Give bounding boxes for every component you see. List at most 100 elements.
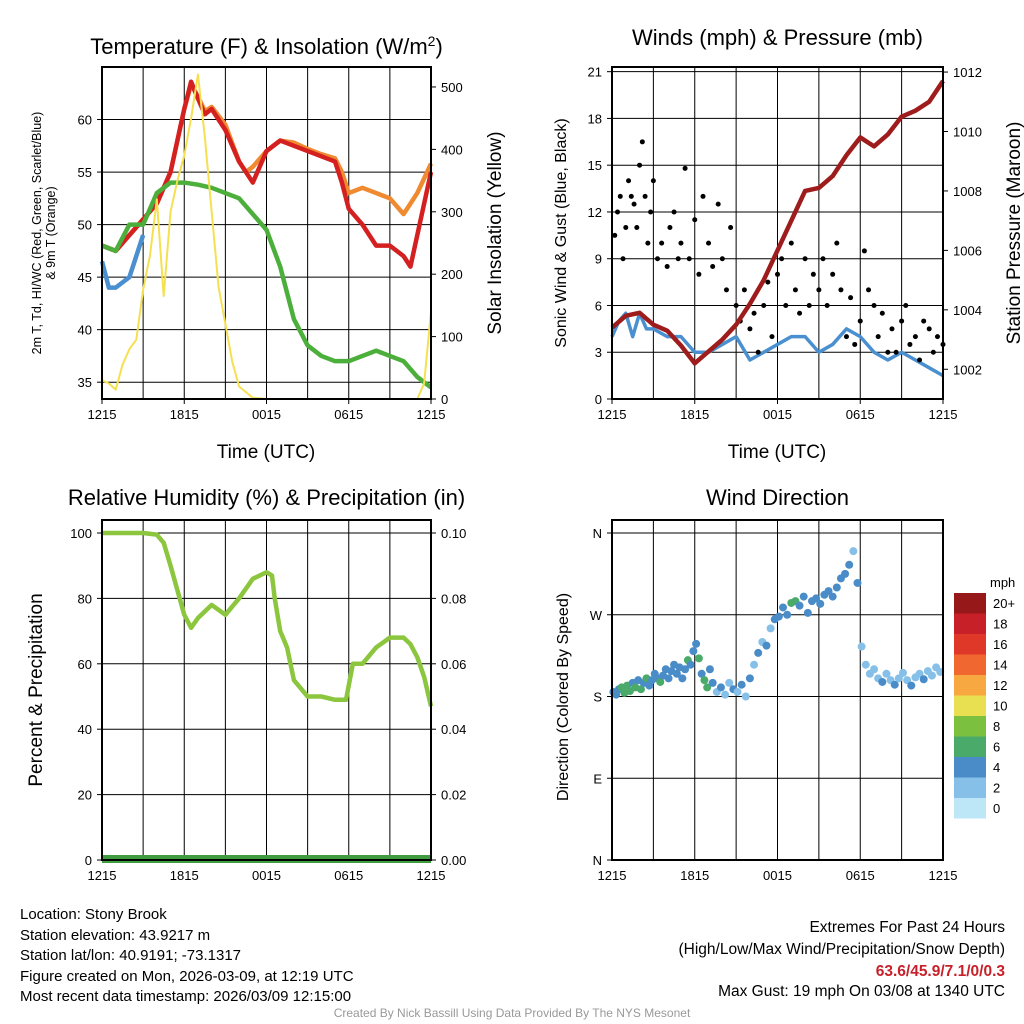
plot-border [101, 66, 432, 400]
y2-tick-label: 0.08 [441, 591, 466, 606]
gust-point [710, 264, 716, 270]
y-tick-label: W [590, 608, 603, 623]
direction-point [672, 669, 681, 678]
x-tick-label: 1215 [598, 407, 627, 422]
gust-point [648, 209, 654, 215]
direction-point [824, 587, 833, 596]
direction-point [816, 599, 825, 608]
gust-point [848, 295, 854, 301]
x-axis-label: Time (UTC) [728, 442, 827, 463]
y-tick-label: 6 [595, 298, 602, 313]
gust-point [755, 349, 761, 355]
direction-point [681, 665, 690, 674]
gust-point [728, 225, 734, 231]
colorbar-swatch [954, 654, 986, 675]
gust-point [824, 302, 830, 308]
direction-point [857, 642, 866, 651]
y2-tick-label: 0.06 [441, 657, 466, 672]
panel-title: Relative Humidity (%) & Precipitation (i… [68, 485, 465, 510]
gust-point [816, 287, 822, 293]
x-tick-label: 0015 [252, 407, 281, 422]
direction-point [903, 676, 912, 685]
recent-timestamp: Most recent data timestamp: 2026/03/09 1… [20, 988, 352, 1005]
y2-axis-label: Station Pressure (Maroon) [1004, 122, 1024, 345]
y-tick-label: 80 [78, 591, 92, 606]
y2-tick-label: 0.10 [441, 526, 466, 541]
colorbar-label: 18 [993, 617, 1007, 632]
y2-tick-label: 0.02 [441, 788, 466, 803]
y2-tick-label: 400 [441, 142, 463, 157]
gust-point [671, 209, 677, 215]
y-axis-label: Direction (Colored By Speed) [555, 593, 572, 801]
gust-point [645, 240, 651, 246]
direction-point [686, 660, 695, 669]
y-tick-label: 3 [595, 345, 602, 360]
x-tick-label: 0615 [334, 868, 363, 883]
series-line [610, 79, 945, 366]
colorbar-swatch [954, 777, 986, 798]
direction-point [861, 660, 870, 669]
direction-point [849, 547, 858, 556]
gust-point [875, 334, 881, 340]
x-tick-label: 1215 [417, 407, 446, 422]
colorbar-swatch [954, 593, 986, 614]
direction-point [894, 674, 903, 683]
extremes-title: Extremes For Past 24 Hours [809, 919, 1005, 936]
y2-axis-label: Solar Insolation (Yellow) [485, 131, 506, 334]
gust-point [686, 256, 692, 262]
colorbar-label: 10 [993, 699, 1007, 714]
x-tick-label: 0015 [763, 868, 792, 883]
gust-point [907, 341, 913, 347]
gust-point [612, 232, 618, 238]
panel-2: 1215 1815 0015 0615 1215 [598, 67, 957, 422]
y2-tick-label: 1012 [953, 65, 982, 80]
direction-point [656, 677, 665, 686]
gust-point [934, 334, 940, 340]
colorbar-swatch [954, 613, 986, 634]
y2-tick-label: 300 [441, 205, 463, 220]
gust-point [783, 302, 789, 308]
direction-point [890, 680, 899, 689]
gust-point [659, 240, 665, 246]
gust-point [788, 240, 794, 246]
colorbar-label: 12 [993, 678, 1007, 693]
direction-point [725, 678, 734, 687]
gust-point [885, 349, 891, 355]
colorbar-label: 20+ [993, 596, 1015, 611]
direction-point [697, 669, 706, 678]
gust-point [921, 318, 927, 324]
panel-title: Temperature (F) & Insolation (W/m2) [90, 33, 443, 59]
gust-point [615, 209, 621, 215]
x-tick-label: 1815 [170, 407, 199, 422]
series-line [101, 79, 434, 269]
elevation: Station elevation: 43.9217 m [20, 926, 211, 944]
colorbar-swatch [954, 634, 986, 655]
colorbar-swatch [954, 675, 986, 696]
y2-tick-label: 1006 [953, 243, 982, 258]
direction-point [828, 592, 837, 601]
direction-point [812, 594, 821, 603]
gust-point [769, 334, 775, 340]
y-tick-label: 21 [588, 65, 602, 80]
colorbar-label: 14 [993, 658, 1007, 673]
gust-point [637, 162, 643, 168]
gust-point [664, 264, 670, 270]
x-tick-label: 1215 [598, 868, 627, 883]
gust-point [903, 302, 909, 308]
series-line [102, 530, 434, 707]
y-tick-label: 35 [78, 375, 92, 390]
gust-point [843, 334, 849, 340]
x-tick-label: 1815 [680, 868, 709, 883]
y2-tick-label: 0.04 [441, 722, 466, 737]
gust-point [852, 341, 858, 347]
direction-point [733, 687, 742, 696]
gust-point [926, 326, 932, 332]
gust-point [899, 318, 905, 324]
extremes-values: 63.6/45.9/7.1/0/0.3 [875, 963, 1005, 980]
direction-point [899, 668, 908, 677]
colorbar-swatch [954, 695, 986, 716]
gust-point [715, 201, 721, 207]
x-tick-label: 1215 [417, 868, 446, 883]
y-tick-label: 55 [78, 165, 92, 180]
